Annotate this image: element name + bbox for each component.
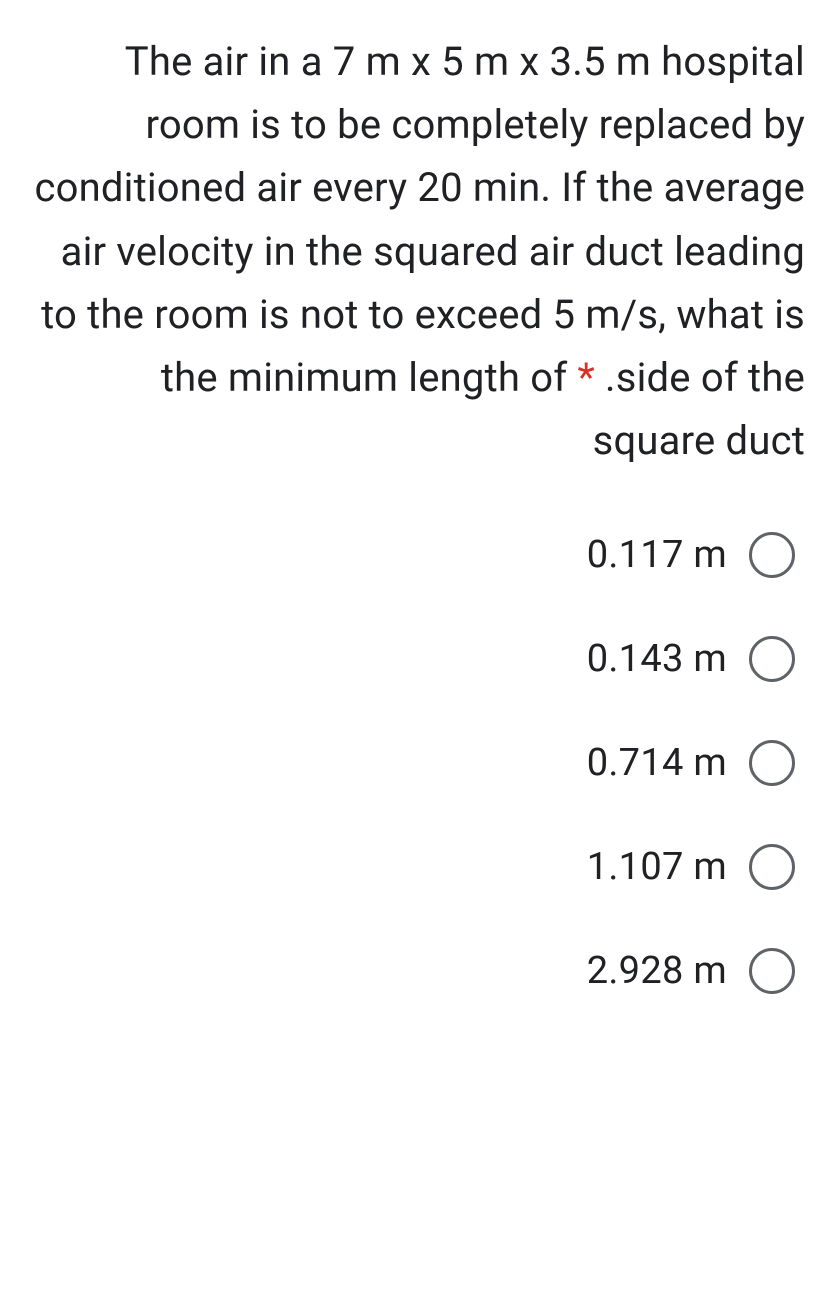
question-text-before: The air in a 7 m x 5 m x 3.5 m hospital … (34, 38, 805, 401)
option-label: 0.117 m (587, 533, 727, 577)
question-container: The air in a 7 m x 5 m x 3.5 m hospital … (28, 30, 805, 994)
required-asterisk: * (577, 354, 594, 401)
option-row-5[interactable]: 2.928 m (28, 948, 795, 994)
option-label: 0.143 m (587, 637, 727, 681)
options-container: 0.117 m 0.143 m 0.714 m 1.107 m 2.928 m (28, 532, 805, 994)
option-row-2[interactable]: 0.143 m (28, 636, 795, 682)
option-row-4[interactable]: 1.107 m (28, 844, 795, 890)
radio-circle-icon[interactable] (749, 740, 795, 786)
option-label: 2.928 m (587, 949, 727, 993)
option-row-1[interactable]: 0.117 m (28, 532, 795, 578)
question-text-after: .side of the square duct (593, 354, 805, 464)
option-label: 0.714 m (587, 741, 727, 785)
radio-circle-icon[interactable] (749, 948, 795, 994)
option-row-3[interactable]: 0.714 m (28, 740, 795, 786)
radio-circle-icon[interactable] (749, 636, 795, 682)
radio-circle-icon[interactable] (749, 844, 795, 890)
question-text: The air in a 7 m x 5 m x 3.5 m hospital … (28, 30, 805, 472)
radio-circle-icon[interactable] (749, 532, 795, 578)
option-label: 1.107 m (587, 845, 727, 889)
